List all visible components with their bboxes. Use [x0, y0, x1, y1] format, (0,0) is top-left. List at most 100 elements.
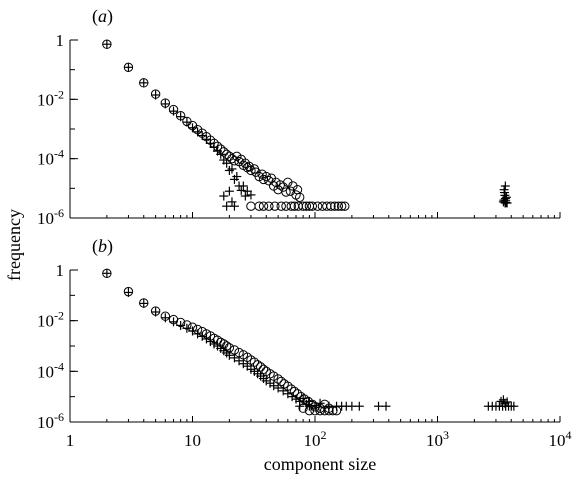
- plus-data-point: [278, 386, 288, 396]
- y-axis-title: frequency: [4, 209, 24, 281]
- plus-data-point: [188, 326, 197, 336]
- plus-data-point: [269, 381, 279, 391]
- plus-data-point: [238, 181, 248, 191]
- plus-data-point: [219, 191, 229, 201]
- panel-b: 110-210-410-61 10 102 103 104(b): [37, 236, 572, 450]
- y-tick-label: 10-4: [37, 147, 64, 169]
- plus-data-point: [197, 131, 207, 141]
- plus-data-point: [500, 198, 510, 208]
- plus-data-point: [324, 401, 334, 411]
- x-tick-label: 10: [184, 431, 201, 450]
- plus-data-point: [261, 376, 271, 386]
- plus-data-point: [500, 181, 510, 191]
- plus-data-point: [273, 383, 283, 393]
- circle-data-point: [270, 201, 280, 211]
- circle-data-point: [294, 192, 305, 202]
- plus-data-point: [201, 134, 211, 144]
- circle-data-point: [281, 187, 291, 197]
- plus-data-point: [315, 398, 325, 408]
- circle-data-point: [276, 376, 286, 387]
- circle-data-point: [249, 357, 260, 367]
- x-tick-label: 104: [549, 428, 572, 450]
- plus-data-point: [240, 191, 250, 201]
- plus-data-point: [139, 78, 149, 88]
- circle-data-point: [326, 201, 336, 211]
- circle-data-point: [340, 201, 350, 211]
- plus-data-point: [374, 401, 384, 411]
- plus-data-point: [182, 117, 192, 127]
- circle-data-point: [244, 161, 254, 172]
- plus-data-point: [224, 186, 234, 196]
- plus-data-point: [182, 323, 192, 333]
- plus-data-point: [205, 138, 215, 148]
- plus-data-point: [169, 317, 179, 327]
- plus-data-point: [295, 401, 305, 411]
- plus-data-point: [193, 127, 203, 137]
- plus-data-point: [236, 185, 246, 195]
- circle-data-point: [264, 176, 274, 186]
- circle-data-point: [298, 201, 308, 211]
- plus-data-point: [222, 201, 232, 211]
- plus-data-point: [298, 393, 308, 403]
- plus-data-point: [151, 307, 161, 317]
- plus-data-point: [291, 394, 301, 404]
- x-axis-title: component size: [264, 454, 376, 474]
- plus-data-point: [224, 350, 234, 360]
- plus-data-point: [123, 62, 133, 72]
- plus-data-point: [242, 186, 252, 196]
- circle-data-point: [289, 386, 300, 397]
- plus-data-point: [232, 172, 242, 182]
- plus-data-point: [169, 106, 179, 116]
- circle-data-point: [258, 364, 269, 375]
- y-tick-label: 1: [56, 31, 65, 50]
- x-tick-label: 1: [66, 431, 75, 450]
- plus-data-point: [193, 329, 203, 339]
- plus-data-point: [304, 401, 314, 411]
- plus-data-point: [139, 298, 149, 308]
- plus-data-point: [500, 398, 510, 408]
- plus-data-point: [502, 397, 512, 407]
- plus-data-point: [188, 123, 197, 133]
- plus-data-point: [229, 353, 239, 363]
- circle-data-point: [312, 201, 323, 211]
- plus-data-point: [246, 190, 256, 200]
- y-tick-label: 10-6: [37, 410, 64, 432]
- plus-data-point: [310, 400, 320, 410]
- plus-data-point: [160, 313, 170, 323]
- plus-data-point: [498, 197, 508, 207]
- circle-data-point: [322, 201, 332, 211]
- x-tick-label: 103: [426, 428, 449, 450]
- circle-data-point: [246, 201, 256, 211]
- circle-data-point: [336, 201, 347, 211]
- circle-data-point: [307, 201, 317, 211]
- panel-label: (a): [92, 6, 113, 27]
- plus-data-point: [216, 149, 226, 159]
- circle-data-point: [330, 201, 340, 211]
- circle-data-point: [252, 360, 263, 370]
- circle-data-point: [264, 201, 274, 211]
- y-tick-label: 10-4: [37, 359, 64, 381]
- plus-data-point: [160, 99, 170, 109]
- plus-data-point: [222, 158, 232, 168]
- circle-data-point: [286, 201, 296, 211]
- plus-data-point: [102, 39, 112, 49]
- plus-data-point: [509, 401, 519, 411]
- circle-data-point: [258, 201, 269, 211]
- circle-data-point: [254, 201, 264, 211]
- y-tick-label: 1: [56, 261, 65, 280]
- plus-data-point: [227, 164, 237, 174]
- plus-data-point: [102, 268, 112, 278]
- plus-data-point: [176, 320, 186, 330]
- plus-data-point: [227, 197, 237, 207]
- x-tick-label: 102: [304, 428, 327, 450]
- plus-data-point: [176, 112, 186, 122]
- y-tick-label: 10-2: [37, 309, 64, 331]
- circle-data-point: [276, 201, 286, 211]
- plus-data-point: [381, 401, 391, 411]
- panel-label: (b): [92, 236, 113, 257]
- circle-data-point: [301, 201, 312, 211]
- plus-data-point: [151, 90, 161, 100]
- y-tick-label: 10-2: [37, 87, 64, 109]
- y-tick-label: 10-6: [37, 206, 64, 228]
